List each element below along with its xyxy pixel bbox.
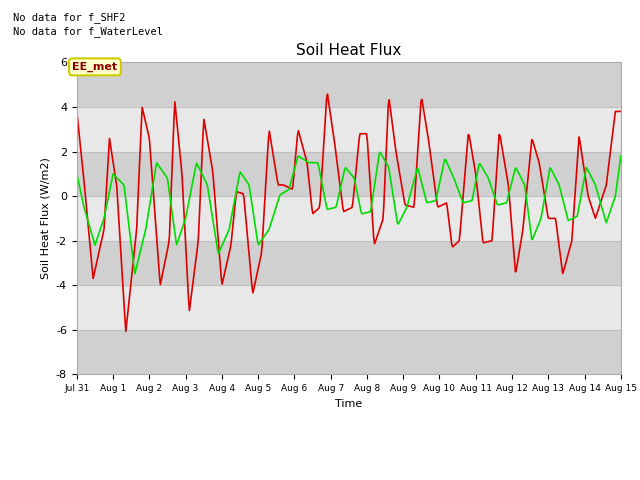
Bar — [77, 285, 621, 330]
Bar — [77, 107, 621, 152]
Bar — [77, 62, 621, 107]
Title: Soil Heat Flux: Soil Heat Flux — [296, 44, 401, 59]
Bar — [77, 240, 621, 285]
Bar — [77, 152, 621, 196]
Text: EE_met: EE_met — [72, 62, 118, 72]
X-axis label: Time: Time — [335, 399, 362, 408]
Bar — [77, 330, 621, 374]
Y-axis label: Soil Heat Flux (W/m2): Soil Heat Flux (W/m2) — [40, 157, 51, 279]
Text: No data for f_WaterLevel: No data for f_WaterLevel — [13, 26, 163, 37]
Legend: SHF1, SHF3: SHF1, SHF3 — [258, 476, 440, 480]
Text: No data for f_SHF2: No data for f_SHF2 — [13, 12, 125, 23]
Bar — [77, 196, 621, 240]
